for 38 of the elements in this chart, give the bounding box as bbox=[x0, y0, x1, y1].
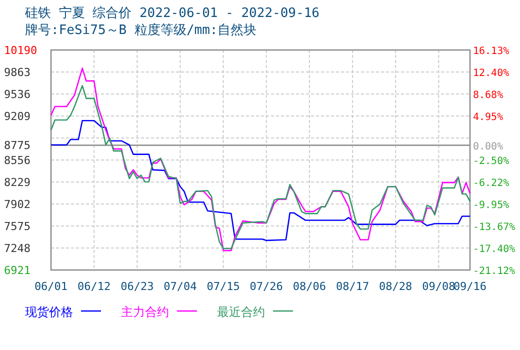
x-tick-label: 08/28 bbox=[379, 280, 412, 293]
subtitle: 牌号:FeSi75～B 粒度等级/mm:自然块 bbox=[25, 23, 257, 38]
x-tick-label: 09/08 bbox=[422, 280, 456, 293]
y-tick-label: 8229 bbox=[4, 176, 30, 189]
x-tick-label: 07/15 bbox=[206, 280, 240, 293]
x-tick-label: 07/04 bbox=[164, 280, 198, 293]
y2-tick-label: 16.13% bbox=[473, 46, 510, 57]
y-tick-label: 9209 bbox=[4, 110, 30, 124]
y-tick-label: 9863 bbox=[4, 66, 30, 80]
y-tick-label: 9536 bbox=[4, 88, 30, 102]
y-tick-label: 10190 bbox=[4, 44, 38, 57]
y2-tick-label: 4.95% bbox=[473, 112, 504, 124]
y-tick-label: 7248 bbox=[4, 242, 30, 255]
y-tick-label: 6921 bbox=[4, 264, 30, 277]
legend-label: 现货价格 bbox=[25, 305, 73, 319]
y2-tick-label: 8.68% bbox=[473, 90, 504, 101]
legend-label: 最近合约 bbox=[217, 305, 265, 319]
y-tick-label: 7575 bbox=[4, 220, 30, 233]
y2-tick-label: 12.40% bbox=[473, 68, 510, 80]
y2-tick-label: -21.12% bbox=[473, 266, 516, 277]
x-tick-label: 08/06 bbox=[292, 280, 326, 293]
title: 硅铁 宁夏 综合价 2022-06-01 - 2022-09-16 bbox=[25, 6, 320, 21]
y2-tick-label: 0.00% bbox=[473, 141, 504, 152]
y-tick-label: 8775 bbox=[4, 139, 30, 152]
x-tick-label: 08/17 bbox=[336, 280, 370, 293]
y2-tick-label: -17.40% bbox=[473, 244, 516, 256]
y2-tick-label: -9.95% bbox=[473, 200, 510, 212]
y2-tick-label: -6.22% bbox=[473, 178, 510, 189]
legend-label: 主力合约 bbox=[121, 305, 169, 319]
y2-tick-label: -2.50% bbox=[473, 156, 510, 168]
x-tick-label: 06/12 bbox=[78, 280, 111, 293]
y-tick-label: 8556 bbox=[4, 154, 30, 167]
y-tick-label: 7902 bbox=[4, 198, 30, 211]
x-tick-label: 06/23 bbox=[120, 280, 154, 293]
x-tick-label: 09/16 bbox=[453, 280, 487, 293]
y2-tick-label: -13.67% bbox=[473, 222, 516, 233]
x-tick-label: 06/01 bbox=[34, 280, 68, 293]
x-tick-label: 07/26 bbox=[250, 280, 283, 293]
